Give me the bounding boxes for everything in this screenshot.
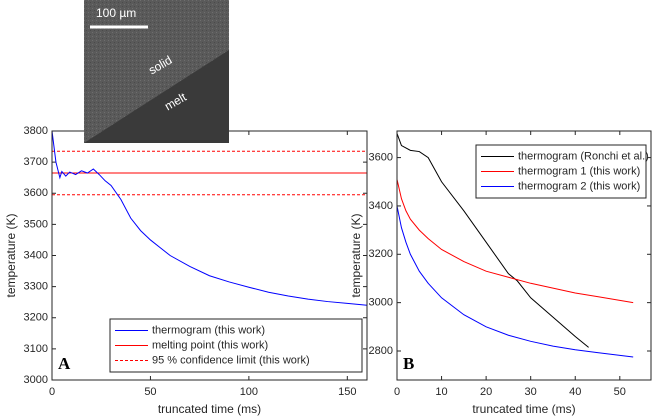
y-tick-label: 3400	[24, 249, 48, 261]
y-tick-label: 3000	[24, 374, 48, 386]
panel-label: A	[58, 354, 71, 373]
y-tick-label: 3800	[24, 125, 48, 137]
legend-label: thermogram (this work)	[152, 324, 265, 336]
x-tick-label: 10	[435, 386, 447, 398]
legend-label: thermogram 1 (this work)	[518, 165, 640, 177]
y-tick-label: 3200	[369, 248, 393, 260]
x-tick-label: 50	[144, 386, 156, 398]
data-line	[396, 133, 589, 348]
legend-box	[109, 318, 363, 373]
legend-label: thermogram 2 (this work)	[518, 180, 640, 192]
y-tick-label: 3000	[369, 297, 393, 309]
x-tick-label: 100	[240, 386, 258, 398]
y-tick-label: 3300	[24, 281, 48, 293]
legend-label: 95 % confidence limit (this work)	[152, 354, 310, 366]
x-tick-label: 30	[525, 386, 537, 398]
y-axis-title: temperature (K)	[4, 213, 18, 297]
x-tick-label: 20	[480, 386, 492, 398]
x-tick-label: 50	[614, 386, 626, 398]
data-line	[396, 205, 634, 358]
data-line	[396, 179, 634, 304]
scale-bar-label: 100 µm	[96, 6, 136, 20]
x-tick-label: 0	[394, 386, 400, 398]
y-tick-label: 3200	[24, 312, 48, 324]
y-tick-label: 3600	[24, 187, 48, 199]
legend-label: thermogram (Ronchi et al.)	[518, 150, 649, 162]
panel-label: B	[403, 354, 414, 373]
data-line	[51, 130, 368, 306]
y-tick-label: 2800	[369, 345, 393, 357]
axes-box	[396, 130, 652, 381]
x-tick-label: 40	[569, 386, 581, 398]
x-axis-title: truncated time (ms)	[158, 402, 261, 416]
y-tick-label: 3100	[24, 343, 48, 355]
x-tick-label: 0	[49, 386, 55, 398]
y-axis-title: temperature (K)	[349, 213, 363, 297]
x-axis-title: truncated time (ms)	[472, 402, 575, 416]
x-tick-label: 150	[338, 386, 356, 398]
y-tick-label: 3600	[369, 151, 393, 163]
inset-image	[84, 0, 229, 143]
legend-label: melting point (this work)	[152, 339, 268, 351]
y-tick-label: 3700	[24, 156, 48, 168]
y-tick-label: 3400	[369, 200, 393, 212]
y-tick-label: 3500	[24, 218, 48, 230]
